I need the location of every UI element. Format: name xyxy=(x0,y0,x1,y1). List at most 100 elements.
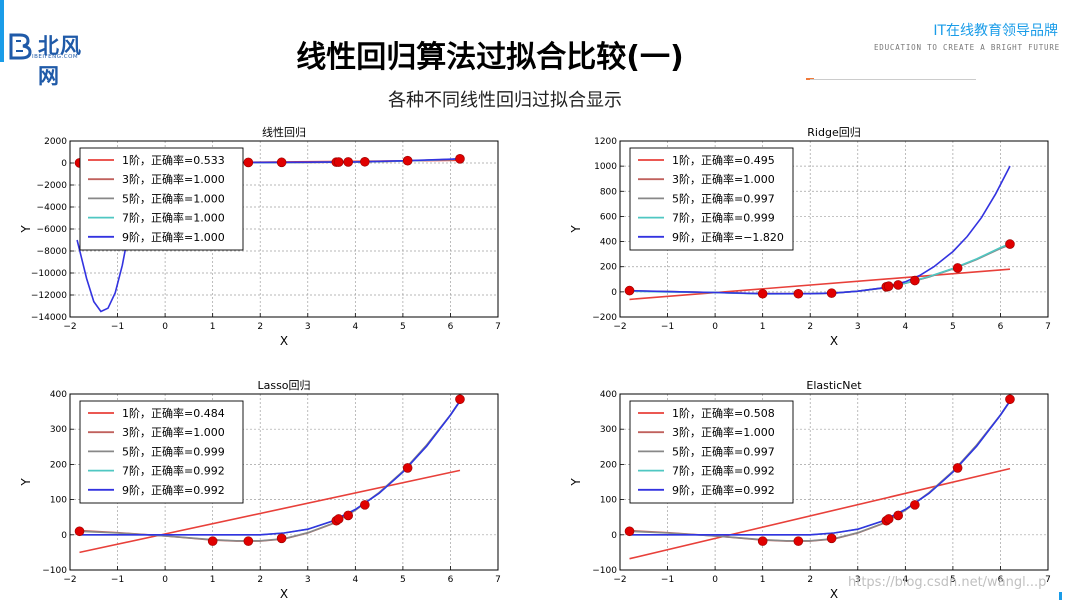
logo: 北风网 IBEIFENG.COM xyxy=(8,32,88,88)
x-tick-label: 1 xyxy=(760,575,766,585)
logo-text: 北风网 xyxy=(38,33,82,88)
watermark: https://blog.csdn.net/wangl...p xyxy=(848,575,1047,590)
x-tick-label: 4 xyxy=(352,575,358,585)
x-tick-label: 5 xyxy=(950,322,956,332)
legend-label: 9阶，正确率=0.992 xyxy=(672,483,775,497)
y-tick-label: −10000 xyxy=(31,269,67,279)
y-tick-label: 300 xyxy=(50,425,67,435)
y-axis-label: Y xyxy=(19,225,33,234)
y-tick-label: −200 xyxy=(592,313,617,323)
x-tick-label: 0 xyxy=(712,575,718,585)
chart-title: Ridge回归 xyxy=(807,125,860,139)
legend-label: 1阶，正确率=0.495 xyxy=(672,153,775,167)
subplot: −2 −1 0 1 2 3 4 5 6 7 −200 0 200 400 600 800 1000 1200 Rid… xyxy=(569,125,1051,348)
data-point xyxy=(207,536,218,546)
data-point xyxy=(910,275,920,286)
legend-label: 9阶，正确率=1.000 xyxy=(122,230,225,244)
legend-label: 9阶，正确率=0.992 xyxy=(122,483,225,497)
x-tick-label: 3 xyxy=(305,575,311,585)
data-point xyxy=(1005,239,1015,249)
y-tick-label: 1000 xyxy=(594,162,617,172)
legend-label: 7阶，正确率=0.999 xyxy=(672,211,775,225)
x-tick-label: 5 xyxy=(400,575,406,585)
data-point xyxy=(952,463,963,473)
x-tick-label: −1 xyxy=(111,322,124,332)
x-axis-label: X xyxy=(280,587,288,600)
x-tick-label: 6 xyxy=(998,575,1004,585)
x-tick-label: 1 xyxy=(760,322,766,332)
legend-label: 5阶，正确率=0.997 xyxy=(672,191,775,205)
legend-label: 9阶，正确率=−1.820 xyxy=(672,230,784,244)
data-point xyxy=(243,536,254,546)
x-tick-label: 1 xyxy=(210,575,216,585)
x-axis-label: X xyxy=(280,334,288,348)
data-point xyxy=(624,285,635,296)
plot-frame xyxy=(69,393,499,571)
plot-frame xyxy=(69,140,499,318)
y-tick-label: −8000 xyxy=(37,247,68,257)
legend-label: 7阶，正确率=1.000 xyxy=(122,211,225,225)
x-tick-label: −1 xyxy=(661,575,674,585)
y-tick-label: −6000 xyxy=(37,225,68,235)
data-point xyxy=(910,500,920,510)
legend-label: 3阶，正确率=1.000 xyxy=(672,172,775,186)
x-tick-label: −1 xyxy=(661,322,674,332)
legend-label: 1阶，正确率=0.484 xyxy=(122,406,225,420)
y-tick-label: 800 xyxy=(600,187,617,197)
plot-frame xyxy=(619,140,1049,318)
x-tick-label: 7 xyxy=(1045,322,1051,332)
legend-label: 7阶，正确率=0.992 xyxy=(122,464,225,478)
data-point xyxy=(952,263,963,273)
logo-url: IBEIFENG.COM xyxy=(32,54,79,60)
x-tick-label: 5 xyxy=(950,575,956,585)
subplot: −2 −1 0 1 2 3 4 5 6 7 −100 0 100 200 300 400 Lasso回归 X Y 1阶… xyxy=(19,378,501,600)
y-tick-label: 400 xyxy=(600,390,617,400)
data-point xyxy=(343,510,354,521)
data-point xyxy=(883,514,894,524)
y-tick-label: 0 xyxy=(61,531,67,541)
y-tick-label: 400 xyxy=(50,390,67,400)
y-tick-label: 2000 xyxy=(44,137,67,147)
subplot: −2 −1 0 1 2 3 4 5 6 7 −100 0 100 200 300 400 ElasticNet X… xyxy=(569,379,1051,600)
legend-label: 1阶，正确率=0.508 xyxy=(672,406,775,420)
data-point xyxy=(276,533,287,544)
x-tick-label: 7 xyxy=(1045,575,1051,585)
x-tick-label: 2 xyxy=(257,575,263,585)
header-rule xyxy=(810,79,976,80)
data-point xyxy=(276,157,287,168)
x-tick-label: 6 xyxy=(448,322,454,332)
y-tick-label: 0 xyxy=(611,531,617,541)
x-tick-label: 2 xyxy=(807,575,813,585)
series-group xyxy=(79,400,461,554)
chart-title: ElasticNet xyxy=(806,379,862,392)
x-tick-label: −2 xyxy=(63,322,76,332)
data-point xyxy=(883,281,894,292)
data-point xyxy=(893,510,904,521)
legend-label: 3阶，正确率=1.000 xyxy=(122,425,225,439)
x-tick-label: 3 xyxy=(855,322,861,332)
y-tick-label: 0 xyxy=(611,288,617,298)
legend-label: 7阶，正确率=0.992 xyxy=(672,464,775,478)
y-tick-label: 100 xyxy=(600,496,617,506)
series-line-deg1 xyxy=(629,268,1011,301)
data-point xyxy=(333,157,344,167)
legend-label: 5阶，正确率=0.999 xyxy=(122,444,225,458)
x-tick-label: 1 xyxy=(210,322,216,332)
data-point xyxy=(624,526,635,537)
x-tick-label: 4 xyxy=(902,322,908,332)
y-tick-label: 600 xyxy=(600,212,617,222)
corner-mark xyxy=(1059,592,1062,600)
page-subtitle: 各种不同线性回归过拟合显示 xyxy=(388,90,622,111)
chart-title: Lasso回归 xyxy=(257,378,310,392)
data-point xyxy=(360,500,370,510)
x-tick-label: 0 xyxy=(162,575,168,585)
legend-label: 3阶，正确率=1.000 xyxy=(672,425,775,439)
legend-label: 5阶，正确率=0.997 xyxy=(672,444,775,458)
y-tick-label: −14000 xyxy=(31,313,67,323)
x-tick-label: −2 xyxy=(613,575,626,585)
page-title: 线性回归算法过拟合比较(一) xyxy=(296,40,684,75)
data-point xyxy=(757,536,768,546)
series-line-deg1 xyxy=(629,467,1011,560)
x-tick-label: −1 xyxy=(111,575,124,585)
